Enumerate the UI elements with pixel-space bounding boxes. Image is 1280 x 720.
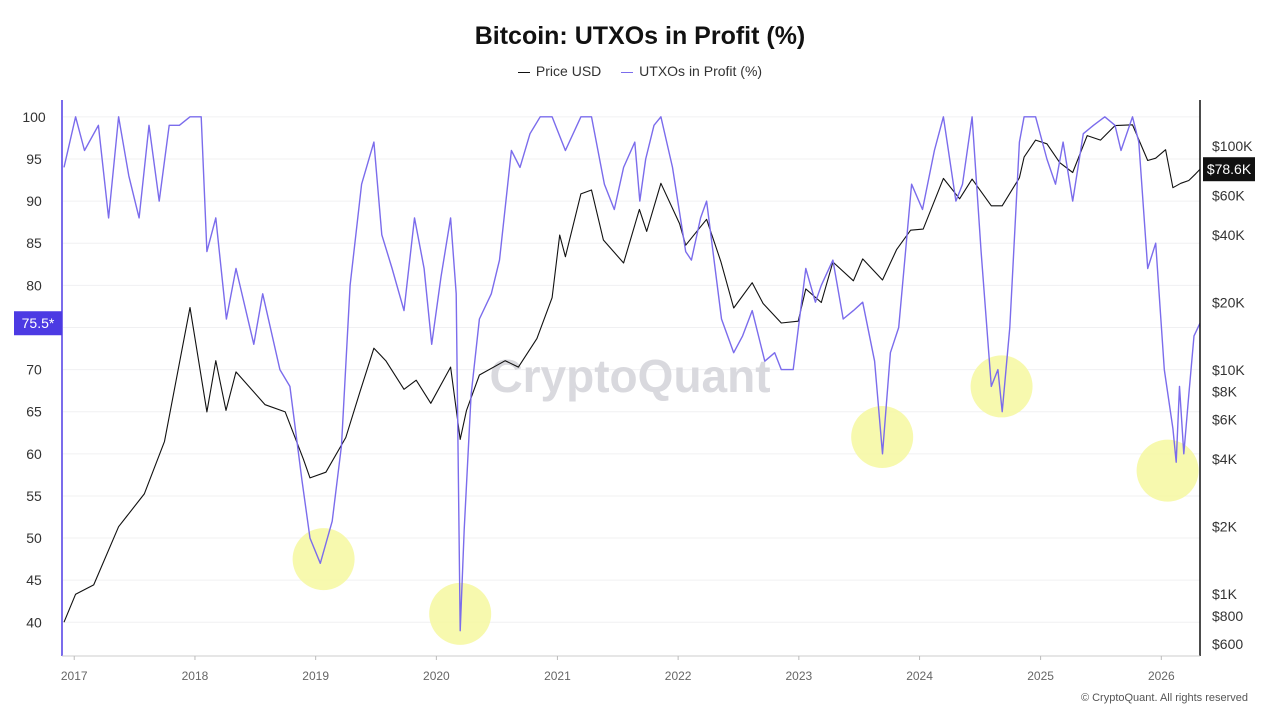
left-tick-80: 80	[26, 277, 42, 293]
x-tick-2023: 2023	[785, 669, 812, 683]
legend-label-price: Price USD	[535, 63, 602, 79]
left-tick-40: 40	[26, 614, 42, 630]
left-tick-100: 100	[22, 109, 46, 125]
axes	[61, 100, 1201, 657]
current-value-badges: 75.5* $78.6K	[14, 157, 1255, 336]
x-tick-2022: 2022	[665, 669, 692, 683]
right-tick-7: $10K	[1212, 362, 1245, 378]
left-current-badge	[14, 311, 62, 336]
x-tick-2020: 2020	[423, 669, 450, 683]
x-tick-2021: 2021	[544, 669, 571, 683]
x-tick-2017: 2017	[61, 669, 88, 683]
right-tick-3: $2K	[1212, 519, 1238, 535]
chart-title: Bitcoin: UTXOs in Profit (%)	[474, 22, 806, 50]
right-tick-4: $4K	[1212, 451, 1238, 467]
right-axis-ticks: $600 $800 $1K $2K $4K $6K $8K $10K $20K $40K $60K $…	[1212, 138, 1253, 652]
x-tick-2025: 2025	[1027, 669, 1054, 683]
left-current-label: 75.5*	[22, 315, 55, 331]
right-current-label: $78.6K	[1207, 161, 1252, 177]
left-tick-90: 90	[26, 193, 42, 209]
legend-entry-price[interactable]: Price USD	[517, 63, 602, 79]
series-lines	[63, 116, 1201, 632]
legend-swatch-utxo	[621, 71, 634, 73]
left-tick-55: 55	[26, 488, 42, 504]
left-tick-60: 60	[26, 446, 42, 462]
highlight-circle-4	[970, 355, 1033, 418]
left-tick-70: 70	[26, 362, 42, 378]
right-tick-2: $1K	[1212, 586, 1238, 602]
left-axis-ticks: 404550556065707580859095100	[22, 109, 46, 630]
legend-label-utxo: UTXOs in Profit (%)	[639, 63, 763, 79]
price-usd-line	[63, 124, 1201, 623]
highlight-circle-1	[292, 528, 355, 591]
x-tick-2026: 2026	[1148, 669, 1175, 683]
x-tick-2024: 2024	[906, 669, 933, 683]
utxo-profit-line	[63, 116, 1201, 632]
right-current-badge	[1203, 157, 1255, 182]
highlight-circle-3	[851, 405, 914, 468]
x-tick-2018: 2018	[182, 669, 209, 683]
copyright-notice: © CryptoQuant. All rights reserved	[1080, 692, 1248, 704]
legend-swatch-price	[517, 71, 530, 73]
highlight-circle-5	[1136, 439, 1199, 502]
left-tick-85: 85	[26, 235, 42, 251]
legend-entry-utxo[interactable]: UTXOs in Profit (%)	[621, 63, 762, 79]
right-tick-10: $60K	[1212, 188, 1245, 204]
legend: Price USD UTXOs in Profit (%)	[0, 63, 1280, 79]
right-tick-11: $100K	[1212, 138, 1253, 154]
right-tick-1: $800	[1212, 608, 1243, 624]
x-tick-2019: 2019	[302, 669, 329, 683]
right-tick-9: $40K	[1212, 227, 1245, 243]
left-tick-65: 65	[26, 404, 42, 420]
left-tick-50: 50	[26, 530, 42, 546]
right-tick-5: $6K	[1212, 412, 1238, 428]
watermark: CryptoQuant	[489, 350, 770, 402]
left-tick-45: 45	[26, 572, 42, 588]
left-tick-95: 95	[26, 151, 42, 167]
x-axis-ticks: 2017 2018 2019 2020 2021 2022 2023 2024 2025 2026	[61, 656, 1175, 683]
right-tick-8: $20K	[1212, 294, 1245, 310]
right-tick-0: $600	[1212, 636, 1243, 652]
right-tick-6: $8K	[1212, 384, 1238, 400]
